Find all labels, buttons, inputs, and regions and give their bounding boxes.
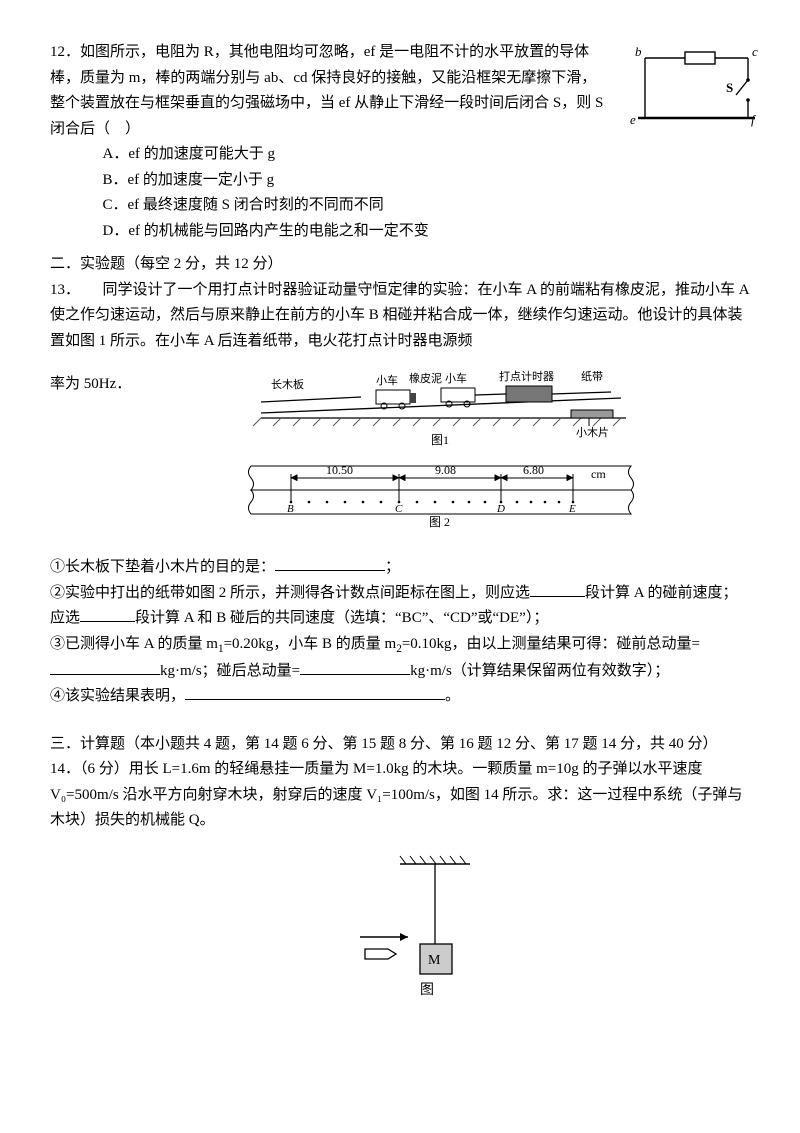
label-s: S [726,80,733,95]
q12-option-b: B．ef 的加速度一定小于 g [103,168,751,194]
figure-2: 10.50 9.08 6.80 cm B C D E 图 2 [231,458,651,528]
svg-text:B: B [287,503,294,515]
blank-2a [530,581,585,597]
svg-text:小木片: 小木片 [576,426,609,439]
svg-text:图 2: 图 2 [429,515,450,528]
svg-text:长木板: 长木板 [271,377,304,391]
svg-text:M: M [428,953,441,968]
svg-text:纸带: 纸带 [581,370,603,383]
q13-sub-4: ④该实验结果表明，。 [50,684,750,710]
circuit-diagram: b c S e f [630,40,760,140]
blank-2b [80,606,135,622]
svg-text:9.08: 9.08 [435,463,456,477]
svg-text:6.80: 6.80 [523,463,544,477]
q13-stem-part2: 率为 50Hz． [50,376,131,392]
question-14: 14．（6 分）用长 L=1.6m 的轻绳悬挂一质量为 M=1.0kg 的木块。… [50,757,750,1011]
label-e: e [630,112,636,127]
label-b: b [635,44,642,59]
q12-option-a: A．ef 的加速度可能大于 g [103,142,751,168]
svg-text:小车: 小车 [376,373,398,387]
blank-4 [185,684,445,700]
figure-14: M 图 [320,852,480,1002]
q13-stem-part1: 13． 同学设计了一个用打点计时器验证动量守恒定律的实验：在小车 A 的前端粘有… [50,282,749,349]
question-13: 13． 同学设计了一个用打点计时器验证动量守恒定律的实验：在小车 A 的前端粘有… [50,278,750,710]
svg-text:10.50: 10.50 [326,463,353,477]
svg-text:图1: 图1 [431,433,449,447]
q13-sub-2: ②实验中打出的纸带如图 2 所示，并测得各计数点间距标在图上，则应选段计算 A … [50,581,750,632]
svg-text:cm: cm [591,467,606,481]
label-c: c [752,44,758,59]
q12-option-c: C．ef 最终速度随 S 闭合时刻的不同而不同 [103,193,751,219]
section-3-title: 三．计算题（本小题共 4 题，第 14 题 6 分、第 15 题 8 分、第 1… [50,732,750,758]
blank-3b [300,659,410,675]
label-f: f [751,112,757,127]
svg-text:E: E [568,503,576,515]
svg-text:打点计时器: 打点计时器 [499,369,554,383]
figure-1: 长木板 小车 橡皮泥 小车 打点计时器 纸带 小木片 图1 [231,358,651,448]
question-12: 12．如图所示，电阻为 R，其他电阻均可忽略，ef 是一电阻不计的水平放置的导体… [50,40,750,244]
q13-sub-1: ①长木板下垫着小木片的目的是：； [50,555,750,581]
svg-text:D: D [496,503,505,515]
blank-3a [50,659,160,675]
svg-text:图: 图 [420,983,434,998]
svg-text:小车: 小车 [445,371,467,385]
section-2-title: 二．实验题（每空 2 分，共 12 分） [50,252,750,278]
q12-option-d: D．ef 的机械能与回路内产生的电能之和一定不变 [103,219,751,245]
svg-text:C: C [395,503,403,515]
q13-sub-3: ③已测得小车 A 的质量 m1=0.20kg，小车 B 的质量 m2=0.10k… [50,632,750,685]
q14-stem: 14．（6 分）用长 L=1.6m 的轻绳悬挂一质量为 M=1.0kg 的木块。… [50,757,750,834]
blank-1 [275,555,385,571]
svg-text:橡皮泥: 橡皮泥 [409,372,442,385]
